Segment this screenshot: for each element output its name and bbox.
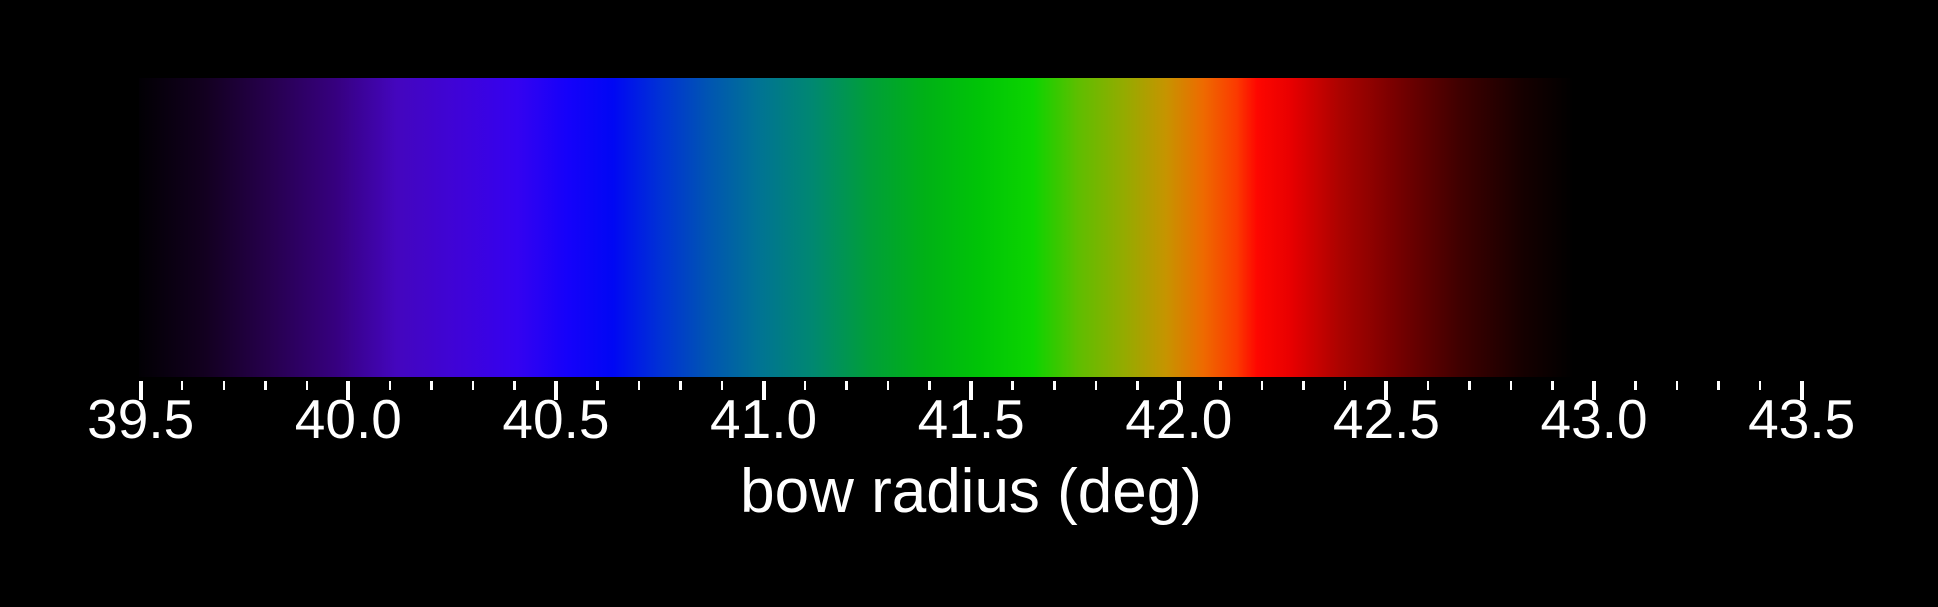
x-axis-minor-tick <box>1675 381 1679 390</box>
x-axis-minor-tick <box>180 381 184 390</box>
x-axis-minor-tick <box>886 381 890 390</box>
x-axis-minor-tick <box>222 381 225 390</box>
x-axis-major-tick <box>138 381 143 400</box>
x-axis-major-tick <box>761 381 766 400</box>
x-axis-minor-tick <box>305 381 309 390</box>
x-axis-minor-tick <box>1260 381 1264 390</box>
x-axis-major-tick <box>1592 381 1597 400</box>
x-axis-tick-label: 40.5 <box>502 388 610 450</box>
x-axis-minor-tick <box>1302 381 1305 390</box>
x-axis-minor-tick <box>1094 381 1098 390</box>
x-axis-tick-label: 42.0 <box>1125 388 1233 450</box>
x-axis-minor-tick <box>430 381 433 390</box>
x-axis-minor-tick <box>720 381 724 390</box>
x-axis-minor-tick <box>1219 381 1222 390</box>
x-axis-tick-label: 39.5 <box>87 388 195 450</box>
x-axis-minor-tick <box>1426 381 1430 390</box>
x-axis-minor-tick <box>1634 381 1637 390</box>
x-axis-minor-tick <box>264 381 267 390</box>
x-axis-major-tick <box>1384 381 1389 400</box>
x-axis-major-tick <box>346 381 351 400</box>
x-axis-minor-tick <box>928 381 931 390</box>
x-axis-minor-tick <box>637 381 641 390</box>
x-axis-minor-tick <box>1717 381 1720 390</box>
x-axis-major-tick <box>1176 381 1181 400</box>
x-axis-tick-label: 41.5 <box>917 388 1025 450</box>
x-axis-tick-label: 43.0 <box>1540 388 1648 450</box>
x-axis-minor-tick <box>513 381 516 390</box>
x-axis-minor-tick <box>803 381 807 390</box>
x-axis-minor-tick <box>1468 381 1471 390</box>
x-axis-tick-label: 42.5 <box>1332 388 1440 450</box>
x-axis-minor-tick <box>596 381 599 390</box>
x-axis-tick-label: 43.5 <box>1748 388 1856 450</box>
spectrum-color-band <box>139 78 1802 377</box>
x-axis-minor-tick <box>845 381 848 390</box>
x-axis-minor-tick <box>1758 381 1762 390</box>
x-axis-minor-tick <box>471 381 475 390</box>
x-axis-major-tick <box>969 381 974 400</box>
x-axis-minor-tick <box>1053 381 1056 390</box>
x-axis-minor-tick <box>1509 381 1513 390</box>
x-axis-minor-tick <box>388 381 392 390</box>
x-axis-minor-tick <box>679 381 682 390</box>
x-axis-label: bow radius (deg) <box>740 457 1202 526</box>
x-axis-minor-tick <box>1343 381 1347 390</box>
x-axis-tick-label: 41.0 <box>710 388 818 450</box>
x-axis-major-tick <box>1799 381 1804 400</box>
x-axis-minor-tick <box>1011 381 1014 390</box>
x-axis-minor-tick <box>1551 381 1554 390</box>
x-axis-major-tick <box>553 381 558 400</box>
x-axis-minor-tick <box>1136 381 1139 390</box>
x-axis-tick-label: 40.0 <box>294 388 402 450</box>
